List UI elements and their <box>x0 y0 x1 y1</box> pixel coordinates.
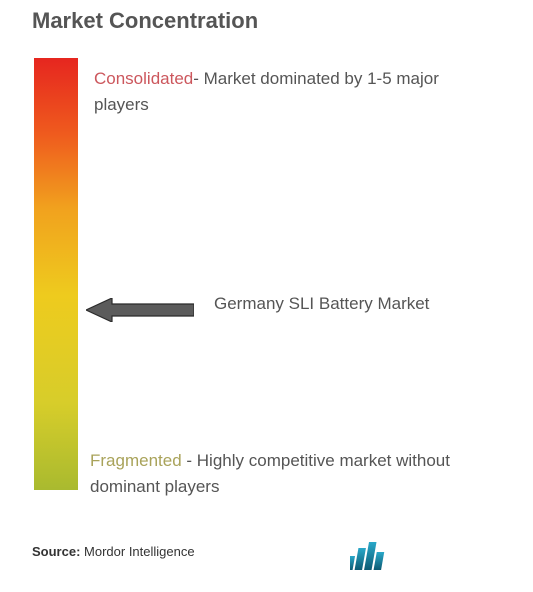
marker-label: Germany SLI Battery Market <box>214 294 429 314</box>
mordor-intelligence-logo-icon <box>350 542 386 570</box>
fragmented-label: Fragmented <box>90 451 182 470</box>
annotation-consolidated: Consolidated- Market dominated by 1-5 ma… <box>94 66 494 119</box>
marker-arrow-icon <box>86 298 194 322</box>
source-value: Mordor Intelligence <box>84 544 195 559</box>
annotation-fragmented: Fragmented - Highly competitive market w… <box>90 448 510 501</box>
source-label: Source: <box>32 544 80 559</box>
concentration-gradient-bar <box>34 58 78 490</box>
page-title: Market Concentration <box>32 8 258 34</box>
source-line: Source: Mordor Intelligence <box>32 544 195 559</box>
consolidated-label: Consolidated <box>94 69 193 88</box>
